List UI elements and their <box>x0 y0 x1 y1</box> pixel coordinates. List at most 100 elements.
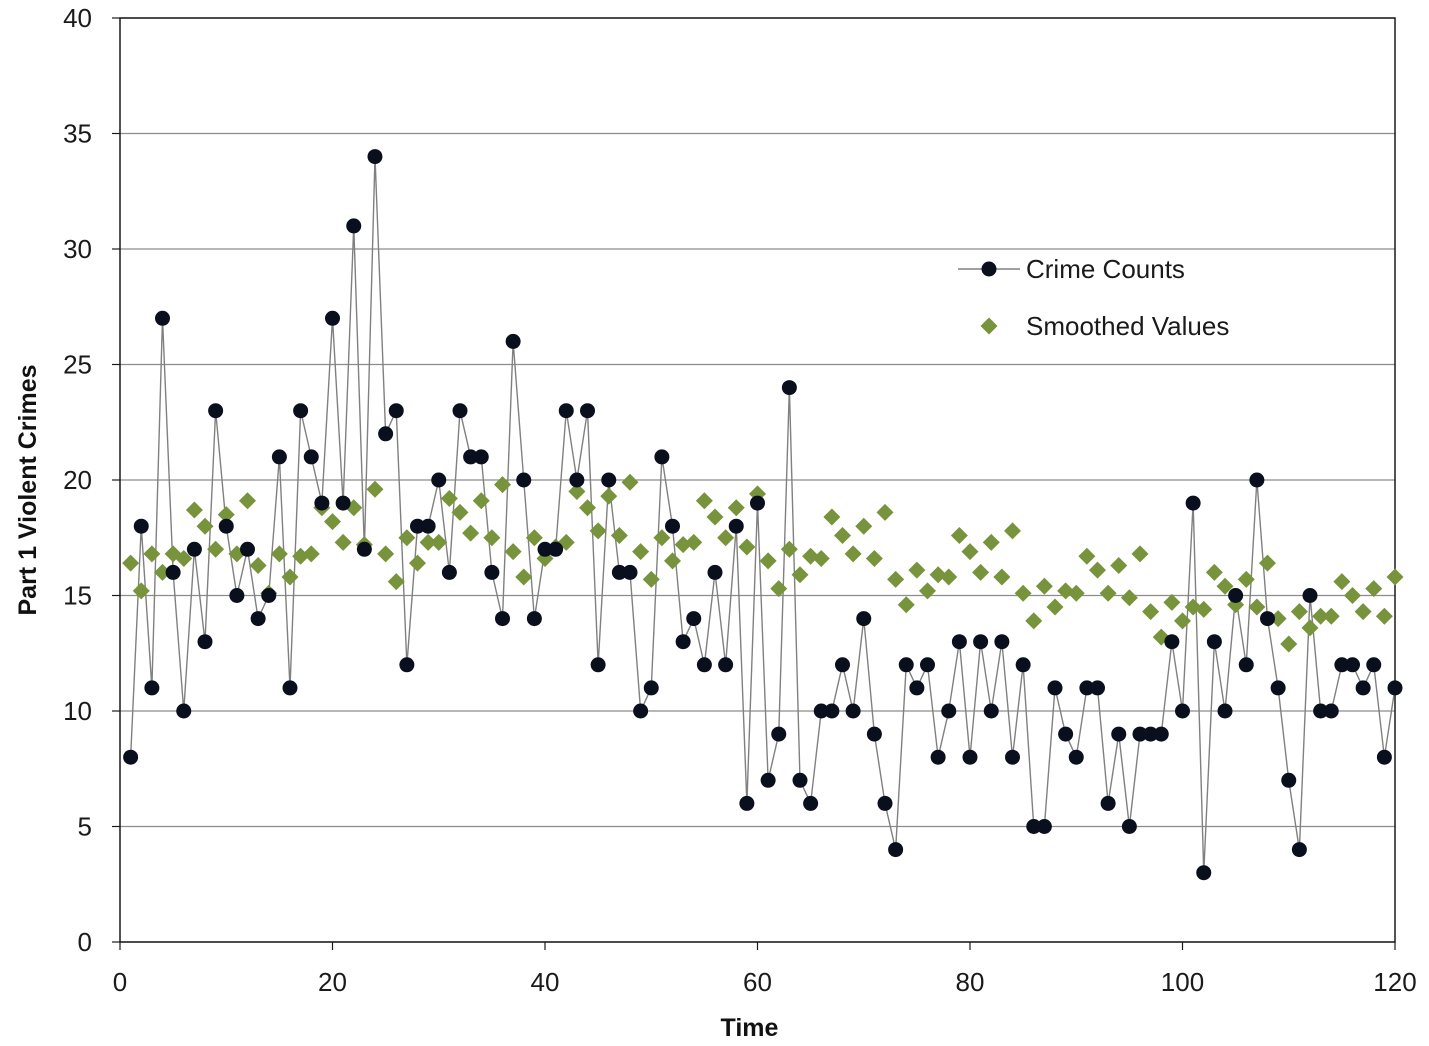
crime-count-point <box>133 518 149 534</box>
crime-count-point <box>1228 588 1244 603</box>
smoothed-value-point <box>642 570 660 588</box>
crime-count-point <box>1079 680 1095 696</box>
crime-count-point <box>537 541 553 557</box>
crime-count-point <box>994 634 1010 650</box>
smoothed-value-point <box>440 489 458 507</box>
crime-count-point <box>898 657 914 673</box>
crime-count-point <box>356 541 372 557</box>
crime-count-point <box>526 611 542 627</box>
smoothed-value-point <box>462 524 480 542</box>
crime-count-point <box>951 634 967 650</box>
crime-count-point <box>473 449 489 465</box>
crime-count-point <box>941 703 957 719</box>
crime-count-point <box>1005 749 1020 765</box>
smoothed-value-point <box>1099 584 1117 602</box>
smoothed-value-point <box>897 596 915 614</box>
crime-count-point <box>1143 726 1159 742</box>
smoothed-value-point <box>1025 612 1043 630</box>
smoothed-value-point <box>196 517 214 535</box>
smoothed-value-point <box>132 582 150 600</box>
crime-count-point <box>1058 726 1074 742</box>
crime-count-point <box>558 403 574 419</box>
smoothed-value-point <box>1365 580 1383 598</box>
crime-count-point <box>484 564 500 580</box>
smoothed-value-point <box>717 529 735 547</box>
smoothed-value-point <box>122 554 140 572</box>
crime-count-point <box>590 657 606 673</box>
crime-count-point <box>378 426 394 442</box>
crime-count-point <box>1281 772 1297 788</box>
smoothed-value-point <box>621 473 639 491</box>
smoothed-value-point <box>1014 584 1032 602</box>
crime-count-point <box>1111 726 1127 742</box>
smoothed-value-point <box>525 529 543 547</box>
smoothed-value-point <box>504 543 522 561</box>
crime-count-point <box>888 842 904 858</box>
crime-count-point <box>760 772 776 788</box>
smoothed-value-point <box>1301 619 1319 637</box>
smoothed-value-point <box>239 492 256 510</box>
smoothed-value-point <box>685 533 703 551</box>
crime-count-point <box>877 795 893 811</box>
y-tick-label: 25 <box>63 350 92 380</box>
crime-count-point <box>835 657 850 673</box>
crime-count-point <box>750 495 765 511</box>
crime-count-point <box>686 611 702 627</box>
x-axis-title: Time <box>721 1014 779 1042</box>
crime-count-point <box>410 518 425 534</box>
crime-count-point <box>1121 819 1137 834</box>
smoothed-value-point <box>664 552 681 570</box>
smoothed-value-point <box>1120 589 1138 607</box>
legend-item-crime-counts: Crime Counts <box>958 254 1185 284</box>
smoothed-value-point <box>1089 561 1106 579</box>
smoothed-value-point <box>207 540 225 558</box>
crime-count-point <box>505 333 521 349</box>
x-tick-label: 120 <box>1373 967 1416 997</box>
smoothed-value-point <box>961 543 979 561</box>
smoothed-value-point <box>887 570 905 588</box>
series-layer <box>122 149 1404 881</box>
smoothed-value-point <box>281 568 299 586</box>
smoothed-value-point <box>249 556 267 574</box>
smoothed-value-point <box>1237 570 1255 588</box>
crime-count-point <box>1185 495 1201 511</box>
crime-count-point <box>420 518 436 534</box>
smoothed-value-point <box>1174 612 1191 630</box>
crime-count-point <box>569 472 585 488</box>
crime-count-point <box>909 680 925 696</box>
crime-count-point <box>1217 703 1233 719</box>
crime-count-point <box>643 680 659 696</box>
smoothed-value-point <box>494 476 511 494</box>
smoothed-value-point <box>1163 593 1181 611</box>
crime-count-point <box>696 657 712 673</box>
smoothed-value-point <box>1269 610 1287 628</box>
crime-count-point <box>718 657 734 673</box>
crime-count-point <box>1260 611 1275 627</box>
smoothed-value-point <box>950 526 968 544</box>
x-tick-label: 60 <box>743 967 772 997</box>
smoothed-value-point <box>154 563 171 581</box>
smoothed-value-point <box>579 499 596 517</box>
smoothed-value-point <box>185 501 203 519</box>
smoothed-value-point <box>270 545 288 563</box>
crime-count-point <box>1270 680 1286 696</box>
crime-count-point <box>548 541 564 557</box>
crime-count-point <box>1323 703 1339 719</box>
crime-count-point <box>314 495 330 511</box>
crime-count-point <box>155 310 170 326</box>
crime-count-point <box>665 518 680 534</box>
crime-count-point <box>781 380 797 396</box>
crime-count-point <box>431 472 447 488</box>
crime-count-point <box>856 611 872 627</box>
smoothed-value-point <box>366 480 384 498</box>
crime-count-point <box>282 680 298 696</box>
smoothed-value-point <box>409 554 426 572</box>
crime-count-point <box>1100 795 1116 811</box>
crime-count-point <box>1068 749 1084 765</box>
smoothed-value-point <box>1322 607 1340 625</box>
smoothed-value-point <box>727 499 745 517</box>
smoothed-value-point <box>812 550 830 568</box>
legend-label-crime-counts: Crime Counts <box>1026 254 1185 284</box>
smoothed-value-point <box>1375 607 1393 625</box>
crime-count-point <box>144 680 160 696</box>
